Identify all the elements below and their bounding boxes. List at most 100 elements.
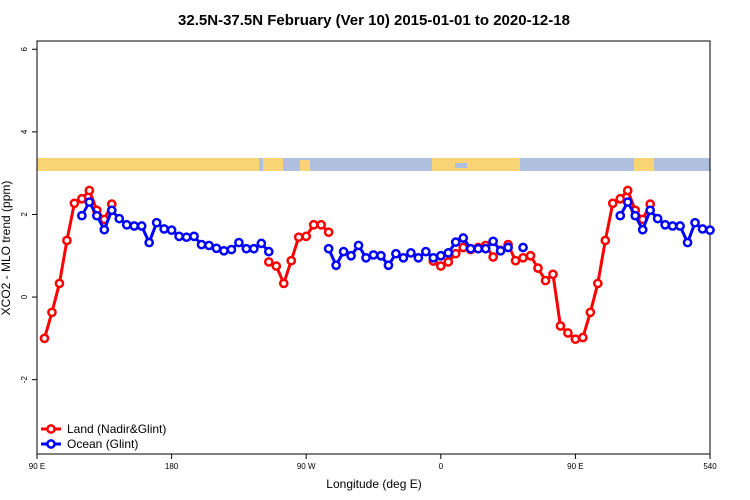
data-point	[353, 240, 364, 251]
data-point	[615, 193, 626, 204]
data-point	[667, 221, 678, 231]
data-point	[241, 243, 252, 254]
data-point	[391, 248, 401, 259]
chart-title: 32.5N-37.5N February (Ver 10) 2015-01-01…	[178, 12, 570, 29]
data-point	[540, 275, 551, 286]
data-point	[226, 244, 237, 255]
legend-marker	[46, 424, 56, 434]
plot-frame	[36, 40, 711, 455]
data-point	[578, 332, 588, 343]
x-axis-label: Longitude (deg E)	[326, 477, 421, 491]
y-tick-label: -2	[20, 376, 29, 384]
data-point	[652, 213, 663, 224]
data-point	[361, 252, 371, 263]
series-line	[43, 187, 652, 341]
data-point	[488, 252, 498, 262]
data-point	[697, 224, 708, 234]
data-point	[77, 193, 87, 204]
data-point	[383, 260, 394, 271]
data-point	[645, 205, 656, 216]
data-point	[600, 235, 611, 246]
data-point	[435, 250, 446, 261]
data-point	[211, 243, 222, 254]
x-tick-label: 0	[439, 462, 444, 471]
data-point	[39, 333, 50, 344]
data-point	[293, 232, 304, 243]
data-point	[174, 231, 184, 242]
data-point	[458, 233, 469, 243]
legend-label: Land (Nadir&Glint)	[67, 422, 166, 436]
data-point	[301, 231, 312, 242]
data-point	[376, 250, 386, 261]
data-point	[189, 231, 199, 242]
data-point	[69, 198, 80, 209]
land-ocean-strip	[37, 158, 710, 171]
data-point	[256, 238, 267, 249]
data-point	[151, 217, 162, 228]
data-point	[278, 278, 289, 289]
data-point	[682, 237, 693, 248]
data-point	[331, 260, 341, 271]
data-point	[622, 185, 633, 196]
x-tick-label: 540	[703, 462, 717, 471]
data-point	[458, 242, 469, 253]
x-tick-label: 90 E	[567, 462, 583, 471]
data-point	[450, 248, 461, 259]
data-point	[144, 237, 155, 248]
data-point	[443, 257, 454, 267]
data-point	[84, 185, 95, 196]
y-tick-label: 4	[20, 129, 29, 134]
data-point	[675, 221, 685, 231]
data-point	[518, 242, 528, 253]
data-point	[62, 235, 72, 246]
data-point	[510, 255, 521, 266]
data-point	[705, 225, 715, 236]
data-point	[592, 278, 603, 289]
data-point	[84, 197, 95, 207]
data-point	[249, 243, 259, 254]
data-point	[346, 250, 356, 261]
data-point	[121, 219, 132, 230]
data-point	[196, 239, 207, 250]
data-point	[234, 237, 244, 248]
data-point	[637, 224, 648, 235]
data-point	[413, 252, 424, 263]
data-point	[181, 232, 192, 243]
data-point	[54, 278, 65, 289]
y-axis-label: XCO2 - MLO trend (ppm)	[0, 181, 13, 316]
data-point	[525, 250, 536, 261]
data-point	[159, 224, 169, 234]
data-point	[47, 307, 57, 318]
data-point	[263, 246, 274, 257]
x-tick-label: 180	[165, 462, 179, 471]
data-point	[398, 252, 409, 263]
y-tick-label: 0	[20, 294, 29, 299]
data-point	[660, 219, 670, 230]
data-point	[630, 210, 641, 221]
data-point	[570, 334, 581, 345]
data-point	[136, 221, 147, 231]
data-point	[77, 210, 87, 221]
data-point	[563, 328, 573, 338]
y-tick-label: 2	[20, 212, 29, 217]
data-point	[106, 205, 117, 216]
x-tick-label: 90 E	[29, 462, 45, 471]
data-point	[585, 307, 596, 318]
data-point	[465, 243, 476, 254]
data-point	[286, 255, 297, 266]
data-point	[316, 219, 327, 230]
legend-label: Ocean (Glint)	[67, 437, 138, 451]
data-point	[368, 250, 379, 260]
data-point	[443, 248, 454, 258]
data-point	[420, 246, 431, 257]
data-point	[323, 227, 334, 238]
data-point	[488, 236, 498, 247]
data-point	[548, 269, 558, 280]
data-point	[406, 248, 416, 258]
data-point	[129, 221, 140, 231]
data-point	[308, 219, 319, 230]
data-point	[263, 257, 274, 267]
data-point	[473, 243, 484, 254]
data-point	[99, 224, 110, 235]
